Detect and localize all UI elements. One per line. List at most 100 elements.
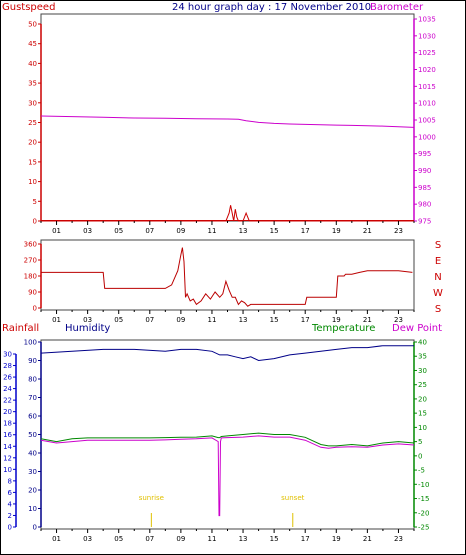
x-tick-label: 11 xyxy=(207,316,216,324)
gust-axis-label: 40 xyxy=(28,60,37,68)
temp-axis-label: 30 xyxy=(418,367,427,375)
baro-axis-label: 1020 xyxy=(418,66,436,74)
rain-axis-label: 20 xyxy=(3,408,12,416)
rain-axis-label: 16 xyxy=(3,431,12,439)
temp-humidity-series xyxy=(40,345,415,517)
hum-axis-label: 10 xyxy=(28,505,37,513)
temperature-line xyxy=(40,432,415,447)
barometer-axis: 975 980 985 990 995 1000 1005 1010 1015 1020 1025 1… xyxy=(413,16,436,226)
gustspeed-line xyxy=(41,205,414,222)
baro-axis-label: 995 xyxy=(418,150,431,158)
rainfall-label: Rainfall xyxy=(2,323,39,334)
rain-axis-label: 8 xyxy=(8,477,12,485)
dir-axis-label: 360 xyxy=(24,241,37,249)
baro-axis-label: 985 xyxy=(418,184,431,192)
rain-axis-label: 18 xyxy=(3,420,12,428)
dir-axis-label: 180 xyxy=(24,273,37,281)
gust-axis-label: 35 xyxy=(28,80,37,88)
temp-axis-label: -5 xyxy=(418,467,425,475)
rain-axis-label: 24 xyxy=(3,385,12,393)
graph-title: 24 hour graph day : 17 November 2010 xyxy=(172,2,371,13)
rain-axis-label: 2 xyxy=(8,512,12,520)
hum-axis-label: 50 xyxy=(28,431,37,439)
compass-n: N xyxy=(434,272,441,283)
temp-axis-label: 20 xyxy=(418,395,427,403)
direction-axis: 0 90 180 270 360 xyxy=(24,241,42,313)
temp-axis-label: 15 xyxy=(418,410,427,418)
hum-axis-label: 30 xyxy=(28,468,37,476)
x-tick-label: 01 xyxy=(52,535,61,543)
temp-axis-label: 10 xyxy=(418,424,427,432)
baro-axis-label: 990 xyxy=(418,167,431,175)
x-tick-label: 03 xyxy=(83,535,92,543)
baro-axis-label: 980 xyxy=(418,201,431,209)
x-tick-label: 07 xyxy=(145,535,154,543)
temp-axis-label: 35 xyxy=(418,353,427,361)
sunset-label: sunset xyxy=(281,494,304,502)
sun-markers: sunrise sunset xyxy=(139,494,305,527)
baro-axis-label: 1000 xyxy=(418,133,436,141)
dewpoint-line xyxy=(40,435,415,517)
panel-temp-humidity xyxy=(40,339,415,530)
x-tick-label: 13 xyxy=(239,535,248,543)
x-tick-label: 05 xyxy=(114,227,123,235)
x-tick-label: 19 xyxy=(332,316,341,324)
x-tick-label: 13 xyxy=(239,227,248,235)
rain-axis-label: 30 xyxy=(3,351,12,359)
x-tick-label: 19 xyxy=(332,227,341,235)
sunrise-label: sunrise xyxy=(139,494,164,502)
rain-axis-label: 14 xyxy=(3,443,12,451)
x-tick-label: 05 xyxy=(114,316,123,324)
x-tick-label: 21 xyxy=(363,316,372,324)
temp-axis-label: 25 xyxy=(418,381,427,389)
temp-axis-label: -25 xyxy=(418,524,429,532)
gust-axis: 0 5 10 15 20 25 30 35 40 45 50 xyxy=(28,21,42,226)
x-tick-label: 11 xyxy=(207,535,216,543)
gust-axis-label: 20 xyxy=(28,139,37,147)
baro-axis-label: 1015 xyxy=(418,83,436,91)
temp-axis-label: -15 xyxy=(418,495,429,503)
panel-wind-direction xyxy=(40,239,415,311)
rain-axis-label: 6 xyxy=(8,489,13,497)
gust-axis-label: 50 xyxy=(28,21,37,29)
x-tick-label: 15 xyxy=(270,316,279,324)
x-tick-label: 09 xyxy=(176,535,185,543)
temp-axis-label: 0 xyxy=(418,452,422,460)
x-axis-3: 01 03 05 07 09 11 13 15 17 19 21 23 xyxy=(40,529,415,543)
hum-axis-label: 100 xyxy=(24,339,37,347)
humidity-line xyxy=(40,345,414,362)
x-tick-label: 17 xyxy=(301,535,310,543)
compass-s: S xyxy=(435,304,441,315)
x-tick-label: 23 xyxy=(394,316,403,324)
rain-axis-label: 26 xyxy=(3,374,12,382)
x-tick-label: 07 xyxy=(145,316,154,324)
wind-direction-line xyxy=(41,247,413,307)
compass-s: S xyxy=(435,240,441,251)
x-tick-label: 21 xyxy=(363,535,372,543)
baro-axis-label: 1025 xyxy=(418,49,436,57)
x-tick-label: 01 xyxy=(52,227,61,235)
temperature-axis: -25 -20 -15 -10 -5 0 5 10 15 20 25 30 35 40 xyxy=(413,339,429,532)
x-tick-label: 17 xyxy=(301,316,310,324)
dir-axis-label: 270 xyxy=(24,257,37,265)
hum-axis-label: 90 xyxy=(28,357,37,365)
direction-series xyxy=(41,247,413,307)
gust-axis-label: 5 xyxy=(33,198,37,206)
x-tick-label: 09 xyxy=(176,316,185,324)
x-tick-label: 19 xyxy=(332,535,341,543)
barometer-line xyxy=(40,115,415,128)
temp-axis-label: 5 xyxy=(418,438,422,446)
x-axis-2: 01 03 05 07 09 11 13 15 17 19 21 23 xyxy=(40,310,415,324)
temp-axis-label: -10 xyxy=(418,481,429,489)
humidity-axis: 0 10 20 30 40 50 60 70 80 90 100 xyxy=(24,339,42,532)
dir-axis-label: 0 xyxy=(33,305,37,313)
rain-axis-label: 0 xyxy=(8,524,12,532)
baro-axis-label: 1030 xyxy=(418,32,436,40)
temp-axis-label: -20 xyxy=(418,509,429,517)
x-tick-label: 09 xyxy=(176,227,185,235)
hum-axis-label: 20 xyxy=(28,487,37,495)
gust-axis-label: 25 xyxy=(28,119,37,127)
